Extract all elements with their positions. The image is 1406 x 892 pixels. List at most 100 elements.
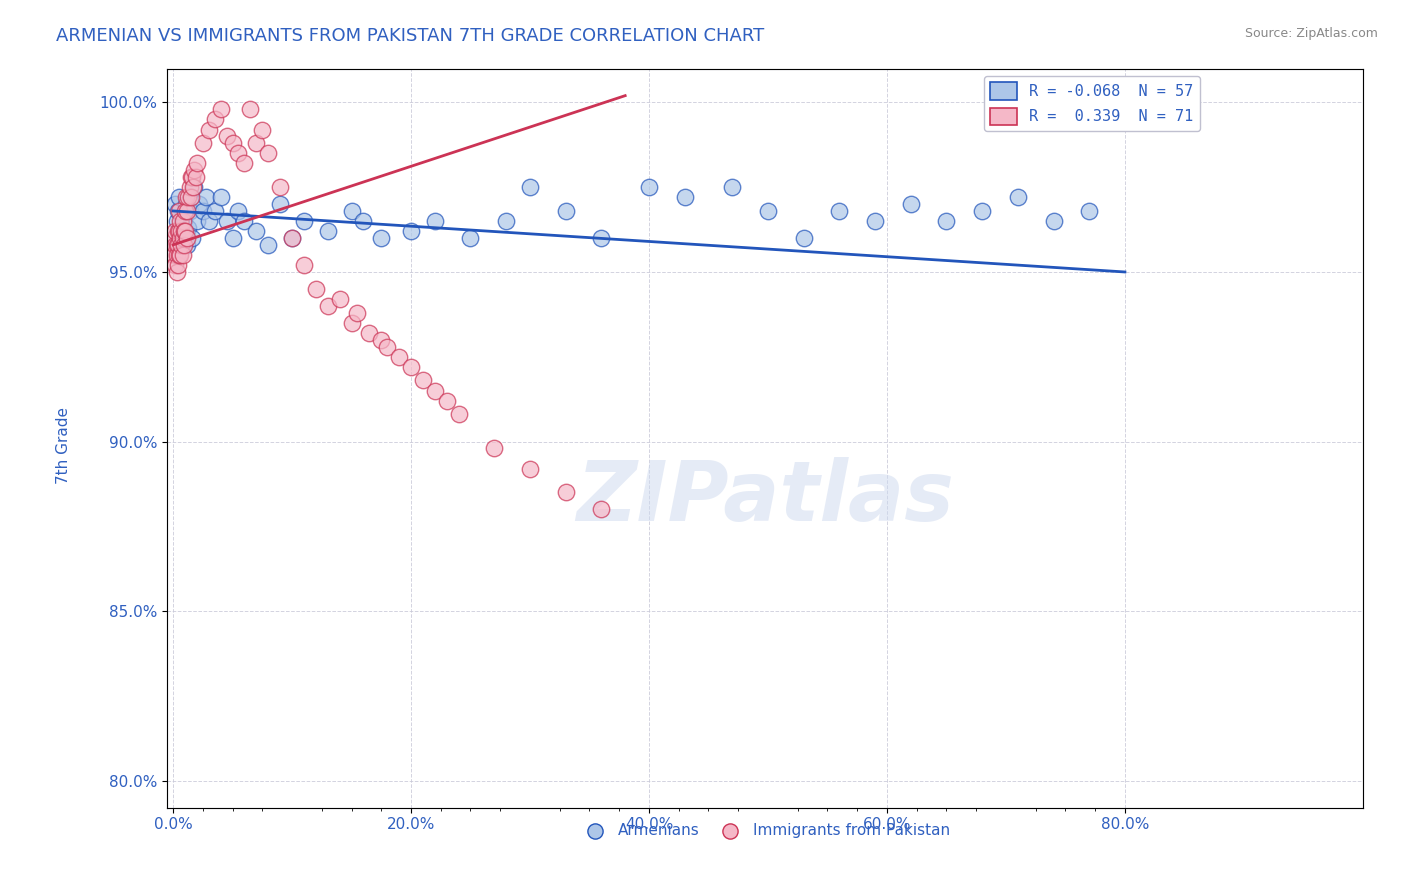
Text: ARMENIAN VS IMMIGRANTS FROM PAKISTAN 7TH GRADE CORRELATION CHART: ARMENIAN VS IMMIGRANTS FROM PAKISTAN 7TH… bbox=[56, 27, 765, 45]
Point bbox=[180, 169, 202, 184]
Point bbox=[197, 122, 219, 136]
Point bbox=[183, 163, 205, 178]
Point bbox=[173, 224, 195, 238]
Text: 7th Grade: 7th Grade bbox=[56, 408, 70, 484]
Point bbox=[204, 112, 226, 127]
Point bbox=[460, 231, 482, 245]
Text: ZIPatlas: ZIPatlas bbox=[576, 457, 953, 538]
Point bbox=[184, 169, 207, 184]
Point bbox=[166, 203, 188, 218]
Point bbox=[174, 203, 197, 218]
Point bbox=[436, 393, 458, 408]
Point bbox=[188, 197, 211, 211]
Point bbox=[305, 282, 328, 296]
Point bbox=[316, 299, 339, 313]
Point bbox=[638, 180, 661, 194]
Point bbox=[215, 129, 238, 144]
Point bbox=[166, 265, 188, 279]
Point bbox=[340, 316, 363, 330]
Point bbox=[257, 237, 280, 252]
Point bbox=[195, 190, 218, 204]
Point bbox=[673, 190, 696, 204]
Point bbox=[554, 203, 576, 218]
Point bbox=[197, 214, 219, 228]
Point bbox=[399, 359, 422, 374]
Legend: Armenians, Immigrants from Pakistan: Armenians, Immigrants from Pakistan bbox=[574, 817, 956, 845]
Point bbox=[209, 190, 232, 204]
Point bbox=[181, 180, 204, 194]
Point bbox=[292, 214, 315, 228]
Point bbox=[423, 384, 446, 398]
Point bbox=[179, 203, 201, 218]
Point bbox=[519, 180, 541, 194]
Point bbox=[972, 203, 994, 218]
Point bbox=[166, 214, 188, 228]
Point bbox=[191, 136, 214, 150]
Point bbox=[165, 197, 187, 211]
Point bbox=[370, 231, 392, 245]
Point bbox=[245, 136, 267, 150]
Point bbox=[316, 224, 339, 238]
Point bbox=[399, 224, 422, 238]
Point bbox=[163, 231, 186, 245]
Point bbox=[166, 224, 188, 238]
Point bbox=[340, 203, 363, 218]
Point bbox=[233, 156, 256, 170]
Point bbox=[495, 214, 517, 228]
Point bbox=[1042, 214, 1064, 228]
Point bbox=[793, 231, 815, 245]
Point bbox=[554, 485, 576, 500]
Point bbox=[181, 231, 204, 245]
Point bbox=[165, 237, 187, 252]
Point bbox=[180, 190, 202, 204]
Point bbox=[1114, 95, 1136, 110]
Point bbox=[252, 122, 274, 136]
Point bbox=[170, 237, 193, 252]
Point bbox=[447, 408, 470, 422]
Point bbox=[900, 197, 922, 211]
Point bbox=[166, 248, 188, 262]
Point bbox=[172, 231, 194, 245]
Point bbox=[167, 248, 190, 262]
Point bbox=[169, 214, 191, 228]
Point bbox=[346, 306, 368, 320]
Point bbox=[176, 237, 198, 252]
Text: Source: ZipAtlas.com: Source: ZipAtlas.com bbox=[1244, 27, 1378, 40]
Point bbox=[167, 224, 190, 238]
Point bbox=[172, 214, 194, 228]
Point bbox=[169, 231, 191, 245]
Point bbox=[186, 214, 208, 228]
Point bbox=[1007, 190, 1029, 204]
Point bbox=[209, 102, 232, 116]
Point bbox=[281, 231, 304, 245]
Point bbox=[170, 224, 193, 238]
Point bbox=[181, 169, 204, 184]
Point bbox=[352, 214, 374, 228]
Point bbox=[169, 248, 191, 262]
Point bbox=[412, 374, 434, 388]
Point bbox=[257, 146, 280, 161]
Point bbox=[174, 197, 197, 211]
Point bbox=[370, 333, 392, 347]
Point bbox=[863, 214, 886, 228]
Point bbox=[1078, 203, 1101, 218]
Point bbox=[423, 214, 446, 228]
Point bbox=[174, 231, 197, 245]
Point bbox=[172, 237, 194, 252]
Point bbox=[177, 220, 200, 235]
Point bbox=[166, 237, 188, 252]
Point bbox=[170, 220, 193, 235]
Point bbox=[233, 214, 256, 228]
Point bbox=[269, 180, 291, 194]
Point bbox=[174, 190, 197, 204]
Point bbox=[165, 224, 187, 238]
Point bbox=[245, 224, 267, 238]
Point bbox=[281, 231, 304, 245]
Point bbox=[173, 214, 195, 228]
Point bbox=[177, 190, 200, 204]
Point bbox=[828, 203, 851, 218]
Point bbox=[591, 502, 613, 516]
Point bbox=[935, 214, 957, 228]
Point bbox=[179, 180, 201, 194]
Point bbox=[204, 203, 226, 218]
